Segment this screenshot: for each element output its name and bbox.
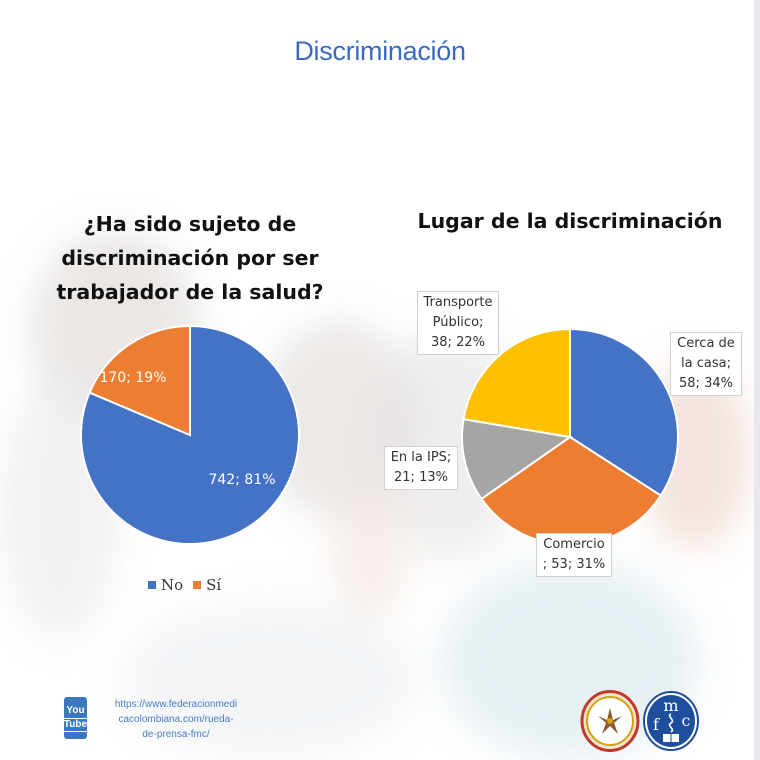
callout-line: ; 53; 31% [542, 557, 606, 572]
legend-swatch-si [193, 581, 202, 589]
data-label-no: 742; 81% [208, 472, 275, 488]
legend-label: No [161, 576, 184, 594]
url-line: cacolombiana.com/rueda- [118, 714, 234, 725]
callout-comercio: Comercio ; 53; 31% [536, 533, 612, 577]
youtube-url-link[interactable]: https://www.federacionmedi cacolombiana.… [112, 697, 240, 742]
chart-title-line: ¿Ha sido sujeto de [83, 212, 297, 236]
data-label-s-: 170; 19% [99, 370, 166, 386]
colegio-medico-seal-logo [580, 690, 640, 752]
callout-line: Cerca de [677, 336, 735, 351]
pie-slice-s- [88, 324, 191, 437]
page-title: Discriminación [294, 36, 466, 66]
slide-edge [754, 0, 760, 760]
legend-label: Sí [206, 576, 222, 594]
youtube-icon[interactable]: You Tube [61, 697, 90, 739]
legend-item-no: No [148, 576, 183, 594]
chart-title-right: Lugar de la discriminación [417, 209, 723, 233]
callout-line: 58; 34% [679, 376, 733, 391]
chart-title-left: ¿Ha sido sujeto de discriminación por se… [40, 207, 340, 309]
pie-slice-en-la-ips [461, 417, 573, 501]
pie-slice-transporte-p-blico [462, 327, 571, 439]
callout-line: la casa; [681, 356, 731, 371]
youtube-icon-you: You [66, 704, 85, 716]
url-line: de-prensa-fmc/ [142, 729, 210, 740]
fmc-logo-f: f [653, 715, 660, 734]
youtube-icon-tube: Tube [61, 717, 90, 732]
chart-title-line: discriminación por ser [61, 246, 319, 270]
legend-swatch-no [148, 581, 156, 589]
callout-line: 38; 22% [431, 335, 485, 350]
legend-left-chart: No Sí [148, 576, 221, 594]
callout-cerca-de-la-casa: Cerca de la casa; 58; 34% [670, 332, 742, 396]
callout-line: En la IPS; [390, 450, 452, 465]
legend-item-si: Sí [193, 576, 221, 594]
callout-line: Comercio [543, 537, 605, 552]
callout-line: Transporte [423, 295, 493, 310]
chart-title-line: trabajador de la salud? [56, 280, 324, 304]
callout-line: Público; [432, 315, 484, 330]
fmc-logo-m: m [663, 696, 678, 715]
fmc-logo-c: c [682, 711, 691, 730]
url-line: https://www.federacionmedi [114, 699, 238, 710]
fmc-logo: m f c [643, 691, 699, 751]
callout-line: 21; 13% [394, 470, 448, 485]
callout-transporte-publico: Transporte Público; 38; 22% [417, 291, 499, 355]
callout-en-la-ips: En la IPS; 21; 13% [384, 446, 458, 490]
